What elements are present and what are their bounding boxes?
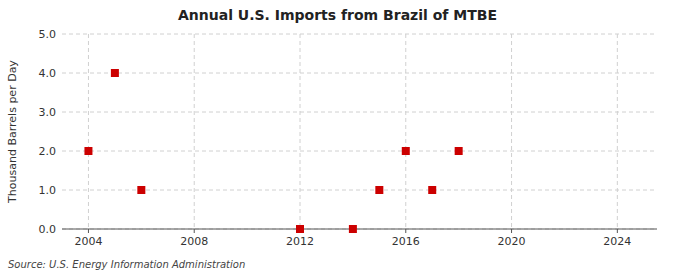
point: [137, 186, 145, 194]
y-tick-label: 4.0: [39, 67, 57, 80]
x-tick-label: 2008: [180, 235, 208, 248]
grid-line-x: [194, 34, 195, 229]
grid-line-y: [62, 229, 657, 230]
point: [349, 225, 357, 233]
y-tick-label: 0.0: [39, 223, 57, 236]
x-tick: [511, 229, 512, 233]
point: [402, 147, 410, 155]
x-tick: [405, 229, 406, 233]
chart-svg: 2004 2008 2012 2016 2020 2024 0.0 1.0 2.0 3.0 4.0 5…: [0, 0, 675, 275]
grid-line-x: [511, 34, 512, 229]
chart-container: 2004 2008 2012 2016 2020 2024 0.0 1.0 2.0 3.0 4.0 5…: [0, 0, 675, 275]
grid: [62, 34, 657, 229]
y-tick-label: 5.0: [39, 28, 57, 41]
grid-line-x: [88, 34, 89, 229]
grid-line-y: [62, 151, 657, 152]
grid-line-x: [405, 34, 406, 229]
points: [84, 69, 462, 233]
x-tick-label: 2024: [603, 235, 631, 248]
x-tick-label: 2004: [74, 235, 102, 248]
x-tick: [88, 229, 89, 233]
point: [375, 186, 383, 194]
y-axis-label: Thousand Barrels per Day: [6, 60, 19, 204]
point: [111, 69, 119, 77]
x-tick-label: 2012: [286, 235, 314, 248]
x-tick: [617, 229, 618, 233]
y-tick-label: 1.0: [39, 184, 57, 197]
x-tick-label: 2020: [498, 235, 526, 248]
grid-line-y: [62, 112, 657, 113]
point: [296, 225, 304, 233]
grid-line-x: [300, 34, 301, 229]
point: [428, 186, 436, 194]
x-tick: [194, 229, 195, 233]
y-axis: 0.0 1.0 2.0 3.0 4.0 5.0: [39, 28, 57, 236]
point: [455, 147, 463, 155]
grid-line-y: [62, 73, 657, 74]
grid-line-y: [62, 34, 657, 35]
y-tick-label: 2.0: [39, 145, 57, 158]
chart-title: Annual U.S. Imports from Brazil of MTBE: [178, 7, 497, 23]
grid-line-y: [62, 190, 657, 191]
x-tick-label: 2016: [392, 235, 420, 248]
y-tick-label: 3.0: [39, 106, 57, 119]
source-note: Source: U.S. Energy Information Administ…: [8, 259, 245, 270]
grid-line-x: [617, 34, 618, 229]
x-axis-line: [62, 229, 657, 230]
point: [84, 147, 92, 155]
